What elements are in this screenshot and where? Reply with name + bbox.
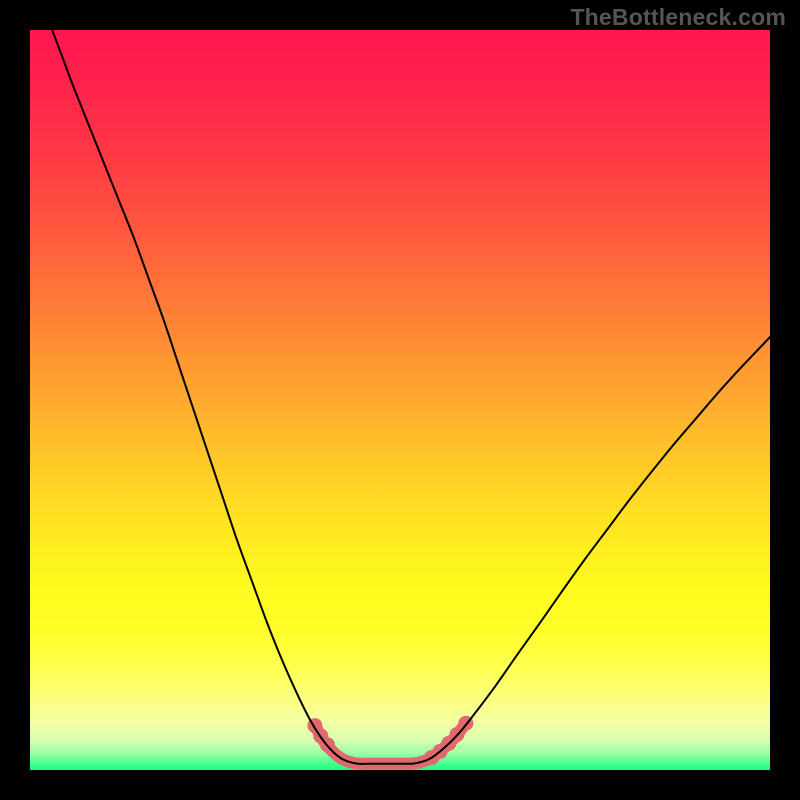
plot-area <box>30 30 770 770</box>
stage: TheBottleneck.com <box>0 0 800 800</box>
watermark-text: TheBottleneck.com <box>570 4 786 31</box>
chart-svg <box>0 0 800 800</box>
